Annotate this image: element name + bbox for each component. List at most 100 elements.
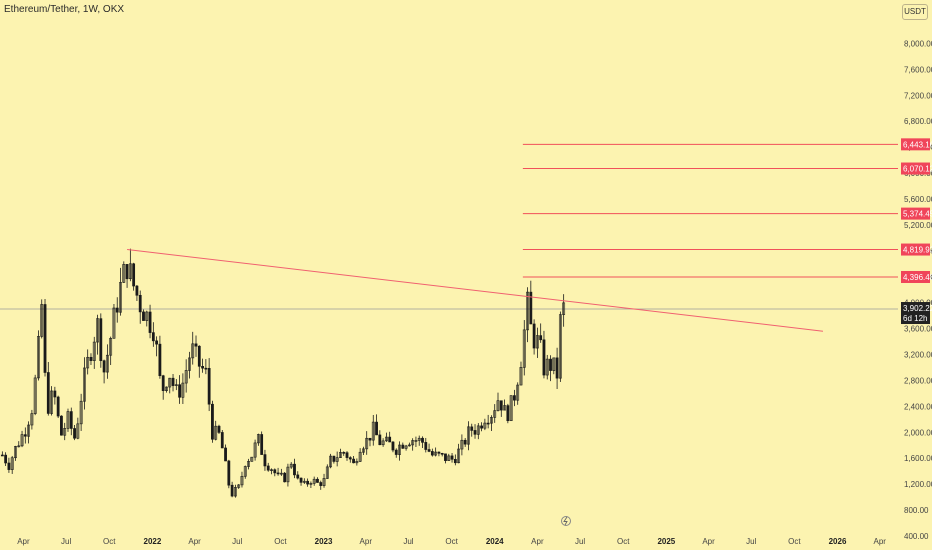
candle-up xyxy=(365,437,369,450)
y-tick-label: 3,200.00 xyxy=(904,351,932,360)
candle-up xyxy=(322,478,326,486)
candle-down xyxy=(391,441,395,451)
candle-up xyxy=(289,463,293,468)
candle-down xyxy=(463,439,467,445)
price-level-label: 4,396.48 xyxy=(903,273,932,282)
x-tick-label: 2022 xyxy=(144,537,162,546)
candle-up xyxy=(279,472,283,475)
candle-down xyxy=(230,484,234,497)
candle-up xyxy=(503,405,506,411)
candle-up xyxy=(417,437,421,441)
candle-up xyxy=(10,457,14,470)
candle-up xyxy=(145,311,149,321)
candle-up xyxy=(309,483,313,485)
x-tick-label: Apr xyxy=(188,537,201,546)
candle-up xyxy=(496,400,500,411)
candle-up xyxy=(112,307,116,339)
candle-down xyxy=(549,358,552,371)
candle-up xyxy=(247,461,250,467)
candle-up xyxy=(483,422,487,429)
price-level-label: 6,443.16 xyxy=(903,140,932,149)
candle-down xyxy=(296,474,300,479)
candle-down xyxy=(46,372,50,414)
candle-up xyxy=(240,475,244,486)
candle-down xyxy=(115,307,119,313)
candle-up xyxy=(329,455,332,468)
candle-down xyxy=(158,343,162,377)
candle-down xyxy=(542,339,546,376)
candle-up xyxy=(76,423,80,439)
price-level-label-bg xyxy=(901,207,930,220)
candle-down xyxy=(450,455,454,460)
candle-up xyxy=(509,395,513,422)
candle-down xyxy=(345,452,349,458)
candle-down xyxy=(142,311,145,321)
candle-down xyxy=(539,335,543,341)
candle-down xyxy=(194,343,198,347)
candle-up xyxy=(516,384,520,401)
price-level-label-bg xyxy=(901,162,930,175)
candle-down xyxy=(319,482,323,486)
candle-down xyxy=(375,421,378,436)
x-tick-label: 2024 xyxy=(486,537,504,546)
currency-selector[interactable]: USDT xyxy=(902,4,928,20)
candle-up xyxy=(404,445,408,449)
candle-down xyxy=(273,469,277,474)
candle-up xyxy=(358,451,362,462)
y-tick-label: 6,800.00 xyxy=(904,117,932,126)
y-tick-label: 800.00 xyxy=(904,506,929,515)
event-marker-icon[interactable] xyxy=(561,516,571,526)
candle-up xyxy=(188,357,191,371)
x-tick-label: Apr xyxy=(702,537,715,546)
candle-up xyxy=(37,336,40,379)
candle-down xyxy=(348,457,352,460)
candle-down xyxy=(227,460,231,486)
candle-down xyxy=(555,357,559,379)
candle-up xyxy=(105,354,109,373)
candle-up xyxy=(522,329,526,368)
candle-down xyxy=(430,451,434,456)
price-level-label-bg xyxy=(901,270,930,283)
candle-down xyxy=(283,472,287,483)
candle-down xyxy=(217,425,221,433)
candle-down xyxy=(204,367,208,370)
candle-down xyxy=(306,480,310,485)
candle-down xyxy=(56,396,60,417)
candle-down xyxy=(201,366,204,369)
candle-up xyxy=(128,263,132,280)
candle-up xyxy=(467,426,470,445)
x-tick-label: Oct xyxy=(617,537,630,546)
trendline[interactable] xyxy=(127,249,824,332)
x-tick-label: Apr xyxy=(360,537,373,546)
x-tick-label: Apr xyxy=(17,537,30,546)
candle-down xyxy=(161,375,165,391)
candle-up xyxy=(234,487,237,497)
candle-up xyxy=(558,314,562,379)
candle-down xyxy=(138,294,142,313)
x-tick-label: Jul xyxy=(232,537,242,546)
y-tick-label: 2,000.00 xyxy=(904,428,932,437)
candle-up xyxy=(447,455,451,461)
y-tick-label: 1,200.00 xyxy=(904,480,932,489)
y-tick-label: 7,200.00 xyxy=(904,91,932,100)
candle-up xyxy=(92,341,96,361)
lightning-icon xyxy=(563,516,568,526)
y-tick-label: 2,800.00 xyxy=(904,376,932,385)
candle-down xyxy=(4,454,8,464)
bar-countdown-label: 6d 12h xyxy=(903,314,927,323)
candle-down xyxy=(506,405,510,422)
candle-up xyxy=(526,291,529,331)
candle-down xyxy=(102,360,106,373)
candle-up xyxy=(33,377,37,414)
candle-down xyxy=(421,437,424,443)
candle-up xyxy=(191,343,195,359)
price-level-label-bg xyxy=(901,243,930,256)
x-tick-label: Jul xyxy=(575,537,585,546)
candle-up xyxy=(335,457,339,462)
candle-up xyxy=(411,440,415,446)
candle-up xyxy=(63,428,67,436)
candle-down xyxy=(444,453,447,461)
x-tick-label: 2026 xyxy=(829,537,847,546)
candle-down xyxy=(473,430,477,435)
